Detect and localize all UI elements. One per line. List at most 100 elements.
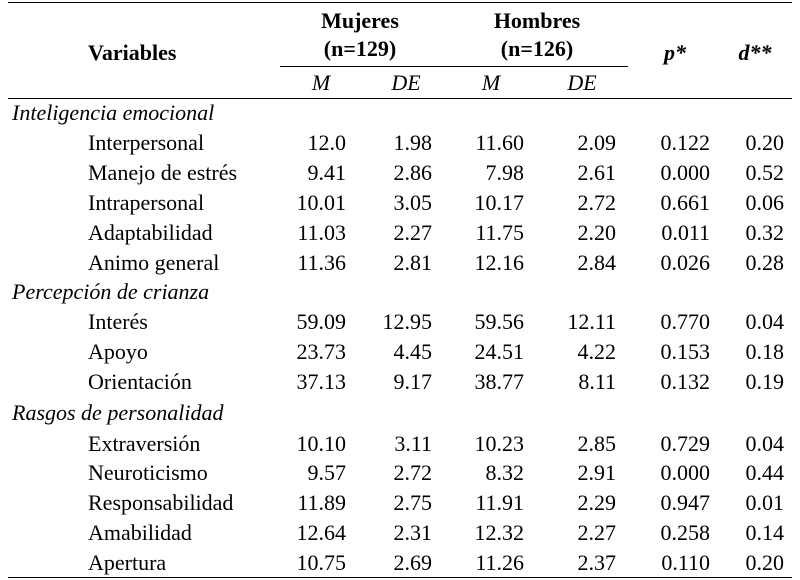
variable-name: Animo general (88, 250, 220, 275)
sd-women: 4.45 (393, 339, 433, 364)
variable-name: Interés (88, 309, 148, 334)
section-title: Inteligencia emocional (12, 100, 215, 125)
sd-men: 2.09 (577, 130, 617, 155)
effect-size: 0.20 (745, 130, 785, 155)
mean-men: 11.91 (475, 490, 524, 515)
variable-name: Extraversión (88, 431, 201, 456)
section-title: Percepción de crianza (12, 279, 210, 304)
header-d: d** (738, 40, 772, 65)
mean-men: 12.32 (474, 520, 525, 545)
sd-men: 4.22 (577, 339, 617, 364)
mean-women: 10.10 (296, 431, 347, 456)
sd-women: 2.72 (393, 460, 433, 485)
sd-women: 2.75 (393, 490, 433, 515)
variable-name: Interpersonal (88, 130, 205, 155)
effect-size: 0.04 (745, 309, 785, 334)
p-value: 0.153 (660, 339, 711, 364)
variable-name: Orientación (88, 369, 192, 394)
variable-name: Adaptabilidad (88, 220, 213, 245)
p-value: 0.770 (660, 309, 711, 334)
mean-men: 59.56 (474, 309, 525, 334)
effect-size: 0.44 (745, 460, 785, 485)
p-value: 0.729 (660, 431, 711, 456)
subheader-sd-women: DE (391, 70, 421, 95)
variable-name: Responsabilidad (88, 490, 234, 515)
section-title: Rasgos de personalidad (12, 400, 224, 425)
mean-women: 37.13 (296, 369, 347, 394)
effect-size: 0.52 (745, 160, 785, 185)
mean-men: 11.60 (475, 130, 524, 155)
variable-name: Intrapersonal (88, 190, 205, 215)
sd-women: 2.69 (393, 550, 433, 575)
p-value: 0.947 (660, 490, 711, 515)
mean-women: 12.64 (296, 520, 347, 545)
sd-men: 2.29 (577, 490, 617, 515)
sd-women: 2.81 (393, 250, 433, 275)
p-value: 0.110 (661, 550, 710, 575)
mean-men: 10.17 (474, 190, 525, 215)
sd-women: 2.31 (393, 520, 433, 545)
group-rule (280, 66, 628, 67)
p-value: 0.011 (661, 220, 710, 245)
mean-men: 11.26 (475, 550, 524, 575)
effect-size: 0.04 (745, 431, 785, 456)
effect-size: 0.20 (745, 550, 785, 575)
p-value: 0.000 (660, 460, 711, 485)
effect-size: 0.32 (745, 220, 785, 245)
sd-women: 9.17 (393, 369, 433, 394)
header-p: p* (664, 40, 686, 65)
variable-name: Apoyo (88, 339, 148, 364)
p-value: 0.258 (660, 520, 711, 545)
header-men-n: (n=126) (500, 36, 574, 61)
effect-size: 0.18 (745, 339, 785, 364)
subheader-mean-women: M (311, 70, 331, 95)
mean-women: 11.36 (297, 250, 346, 275)
header-variables: Variables (88, 40, 177, 65)
sd-men: 2.61 (577, 160, 617, 185)
mean-women: 9.41 (307, 160, 347, 185)
subheader-sd-men: DE (567, 70, 597, 95)
sd-men: 2.72 (577, 190, 617, 215)
sd-men: 2.85 (577, 431, 617, 456)
sd-women: 3.05 (393, 190, 433, 215)
header-bottom-rule (8, 98, 792, 99)
mean-women: 12.0 (307, 130, 347, 155)
p-value: 0.122 (660, 130, 711, 155)
variable-name: Apertura (88, 550, 167, 575)
mean-women: 59.09 (296, 309, 347, 334)
effect-size: 0.06 (745, 190, 785, 215)
sd-men: 12.11 (567, 309, 616, 334)
sd-women: 2.27 (393, 220, 433, 245)
sd-men: 2.20 (577, 220, 617, 245)
header-women: Mujeres (321, 8, 399, 33)
effect-size: 0.14 (745, 520, 785, 545)
sd-men: 8.11 (578, 369, 616, 394)
mean-women: 11.89 (297, 490, 346, 515)
p-value: 0.132 (660, 369, 711, 394)
mean-men: 8.32 (485, 460, 525, 485)
effect-size: 0.28 (745, 250, 785, 275)
sd-men: 2.91 (577, 460, 617, 485)
mean-men: 24.51 (474, 339, 525, 364)
sd-men: 2.84 (577, 250, 617, 275)
top-rule (8, 2, 792, 3)
subheader-mean-men: M (481, 70, 501, 95)
mean-men: 7.98 (485, 160, 525, 185)
effect-size: 0.19 (745, 369, 785, 394)
sd-women: 12.95 (382, 309, 433, 334)
mean-women: 9.57 (307, 460, 347, 485)
mean-men: 38.77 (474, 369, 525, 394)
sd-men: 2.27 (577, 520, 617, 545)
p-value: 0.026 (660, 250, 711, 275)
variable-name: Amabilidad (88, 520, 192, 545)
header-men: Hombres (493, 8, 581, 33)
mean-men: 10.23 (474, 431, 525, 456)
mean-men: 12.16 (474, 250, 525, 275)
mean-women: 10.01 (296, 190, 347, 215)
sd-women: 1.98 (393, 130, 433, 155)
header-women-n: (n=129) (323, 36, 397, 61)
bottom-rule (8, 577, 792, 578)
sd-women: 2.86 (393, 160, 433, 185)
effect-size: 0.01 (745, 490, 785, 515)
mean-women: 23.73 (296, 339, 347, 364)
